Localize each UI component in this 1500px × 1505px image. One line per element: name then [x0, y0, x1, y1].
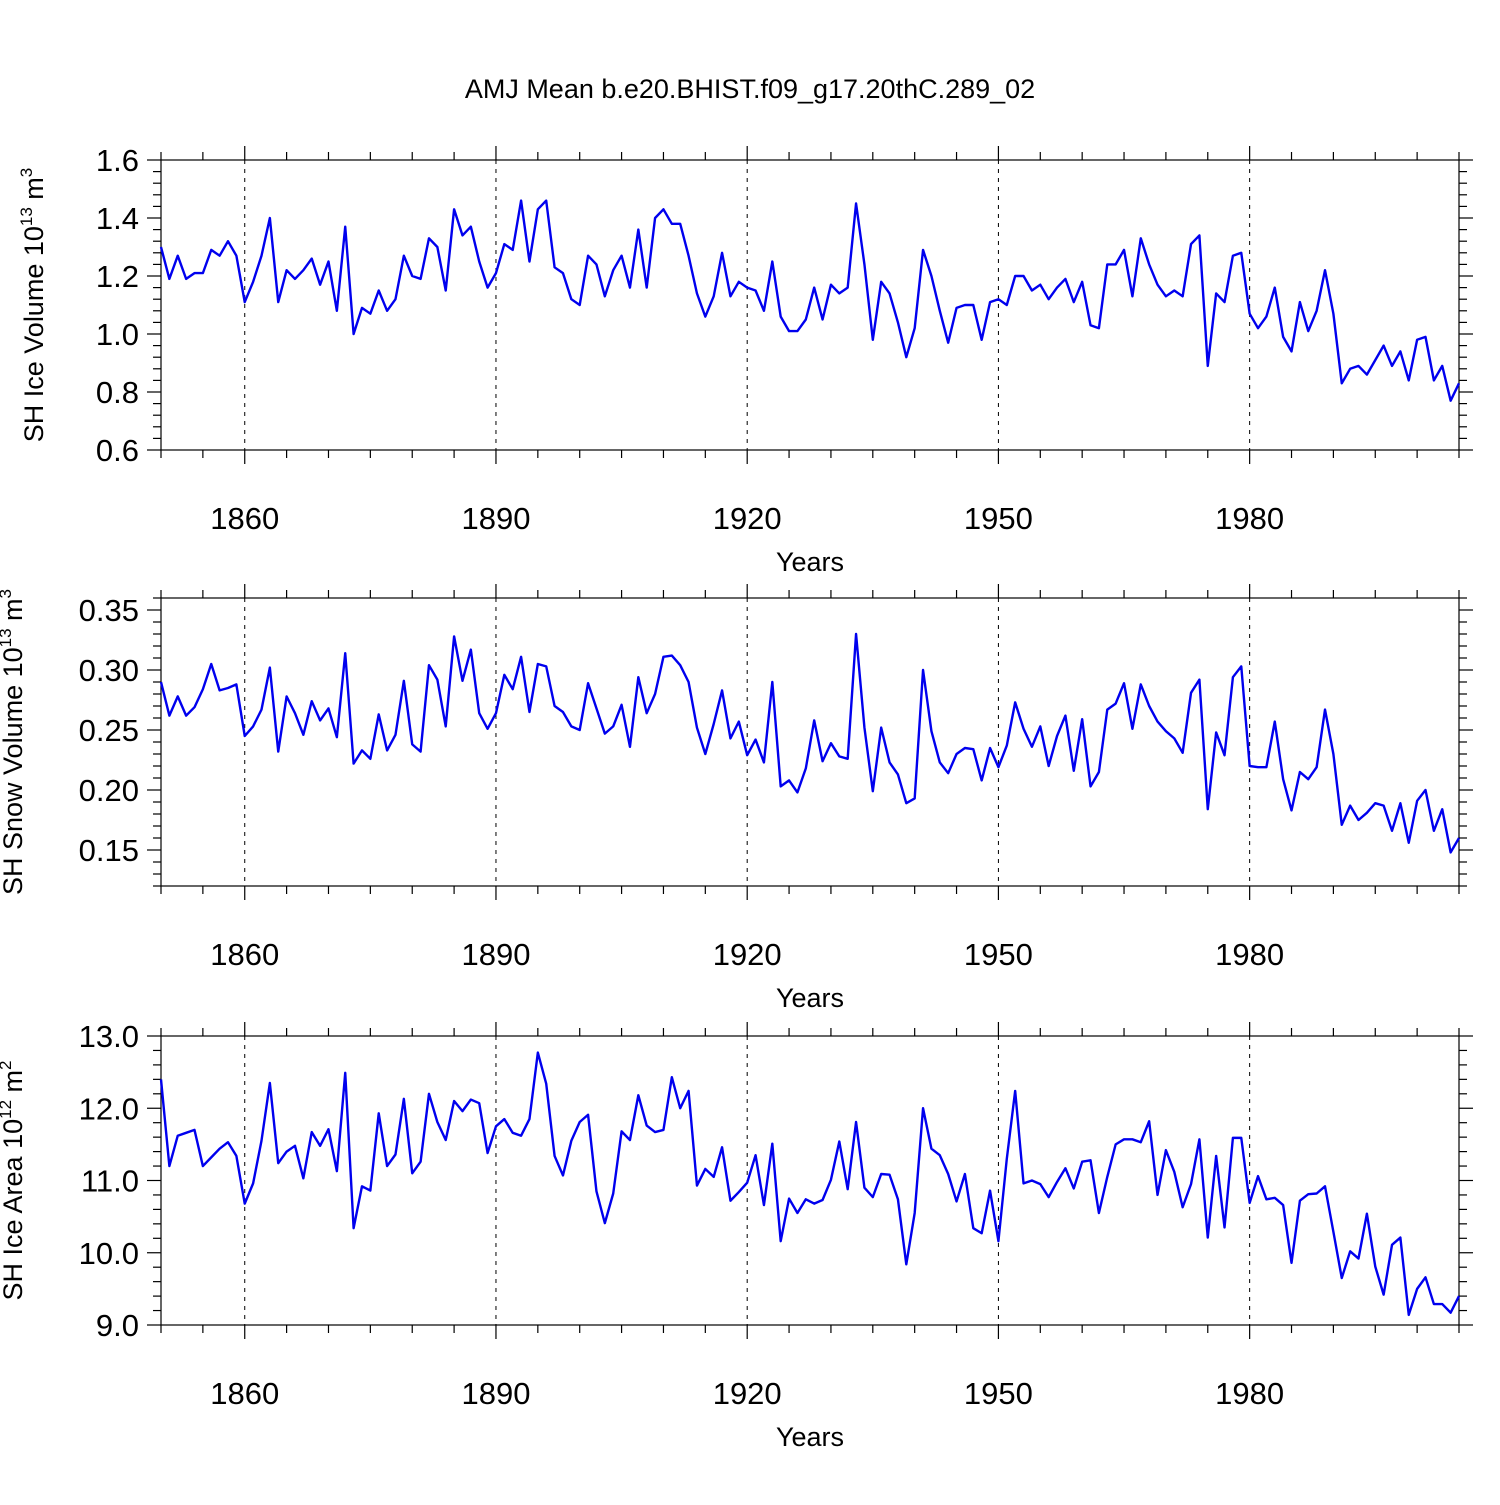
- x-tick-label: 1920: [713, 501, 782, 536]
- y-tick-label: 0.30: [79, 653, 139, 688]
- y-tick-label: 1.4: [96, 201, 139, 236]
- y-tick-label: 13.0: [79, 1019, 139, 1054]
- y-axis-title: SH Ice Volume 1013 m3: [17, 168, 49, 443]
- series-line-ice-area: [159, 1051, 1461, 1317]
- x-tick-label: 1920: [713, 1376, 782, 1411]
- y-tick-label: 0.15: [79, 833, 139, 868]
- y-tick-label: 1.0: [96, 317, 139, 352]
- y-axis-title-text: SH Ice Area 10: [0, 1119, 28, 1301]
- y-tick-label: 0.25: [79, 713, 139, 748]
- y-tick-label: 1.6: [96, 143, 139, 178]
- x-tick-label: 1860: [210, 1376, 279, 1411]
- panel-snow-volume: 0.15 0.20 0.25 0.30 0.35 1860 1890 1920 1950 1980…: [0, 584, 1473, 1013]
- x-tick-label: 1980: [1215, 937, 1284, 972]
- x-tick-label: 1950: [964, 501, 1033, 536]
- y-tick-label: 9.0: [96, 1308, 139, 1343]
- x-tick-label: 1860: [210, 501, 279, 536]
- x-tick-label: 1860: [210, 937, 279, 972]
- y-tick-label: 0.35: [79, 593, 139, 628]
- plot-frame: [160, 1035, 1460, 1326]
- y-axis-title-text: SH Ice Volume 10: [19, 226, 49, 442]
- x-tick-label: 1980: [1215, 501, 1284, 536]
- y-tick-label: 0.6: [96, 433, 139, 468]
- y-tick-label: 10.0: [79, 1236, 139, 1271]
- y-tick-label: 0.20: [79, 773, 139, 808]
- y-axis-title-exponent: 13: [0, 628, 15, 647]
- y-tick-label: 1.2: [96, 259, 139, 294]
- y-axis-title-exponent: 13: [17, 207, 36, 226]
- y-axis-title-unit: m: [0, 1070, 28, 1100]
- plot-frame: [160, 159, 1460, 451]
- x-tick-label: 1890: [461, 937, 530, 972]
- x-tick-label: 1890: [461, 1376, 530, 1411]
- x-tick-label: 1890: [461, 501, 530, 536]
- y-axis-title: SH Ice Area 1012 m2: [0, 1061, 28, 1301]
- y-axis-title: SH Snow Volume 1013 m3: [0, 589, 28, 895]
- y-axis-title-unit-exponent: 3: [0, 589, 15, 598]
- y-axis-title-unit: m: [0, 598, 28, 628]
- x-tick-label: 1980: [1215, 1376, 1284, 1411]
- x-tick-label: 1950: [964, 937, 1033, 972]
- x-axis-title: Years: [776, 1422, 844, 1452]
- y-axis-title-unit: m: [19, 177, 49, 207]
- y-axis-title-exponent: 12: [0, 1100, 15, 1119]
- series-line-ice-volume: [159, 199, 1461, 402]
- figure-title: AMJ Mean b.e20.BHIST.f09_g17.20thC.289_0…: [465, 74, 1035, 104]
- series-line-snow-volume: [159, 632, 1461, 854]
- y-axis-title-unit-exponent: 2: [0, 1061, 15, 1070]
- y-axis-title-unit-exponent: 3: [17, 168, 36, 177]
- x-tick-label: 1950: [964, 1376, 1033, 1411]
- panel-ice-volume: 0.6 0.8 1.0 1.2 1.4 1.6 1860 1890 1920 1950 1980 Ye…: [17, 143, 1473, 577]
- y-axis-title-text: SH Snow Volume 10: [0, 647, 28, 895]
- panel-ice-area: 9.0 10.0 11.0 12.0 13.0 1860 1890 1920 1950 1980 Y…: [0, 1019, 1473, 1452]
- x-tick-label: 1920: [713, 937, 782, 972]
- x-axis-title: Years: [776, 983, 844, 1013]
- y-tick-label: 0.8: [96, 375, 139, 410]
- y-tick-label: 11.0: [81, 1164, 139, 1199]
- y-tick-label: 12.0: [79, 1091, 139, 1126]
- x-axis-title: Years: [776, 547, 844, 577]
